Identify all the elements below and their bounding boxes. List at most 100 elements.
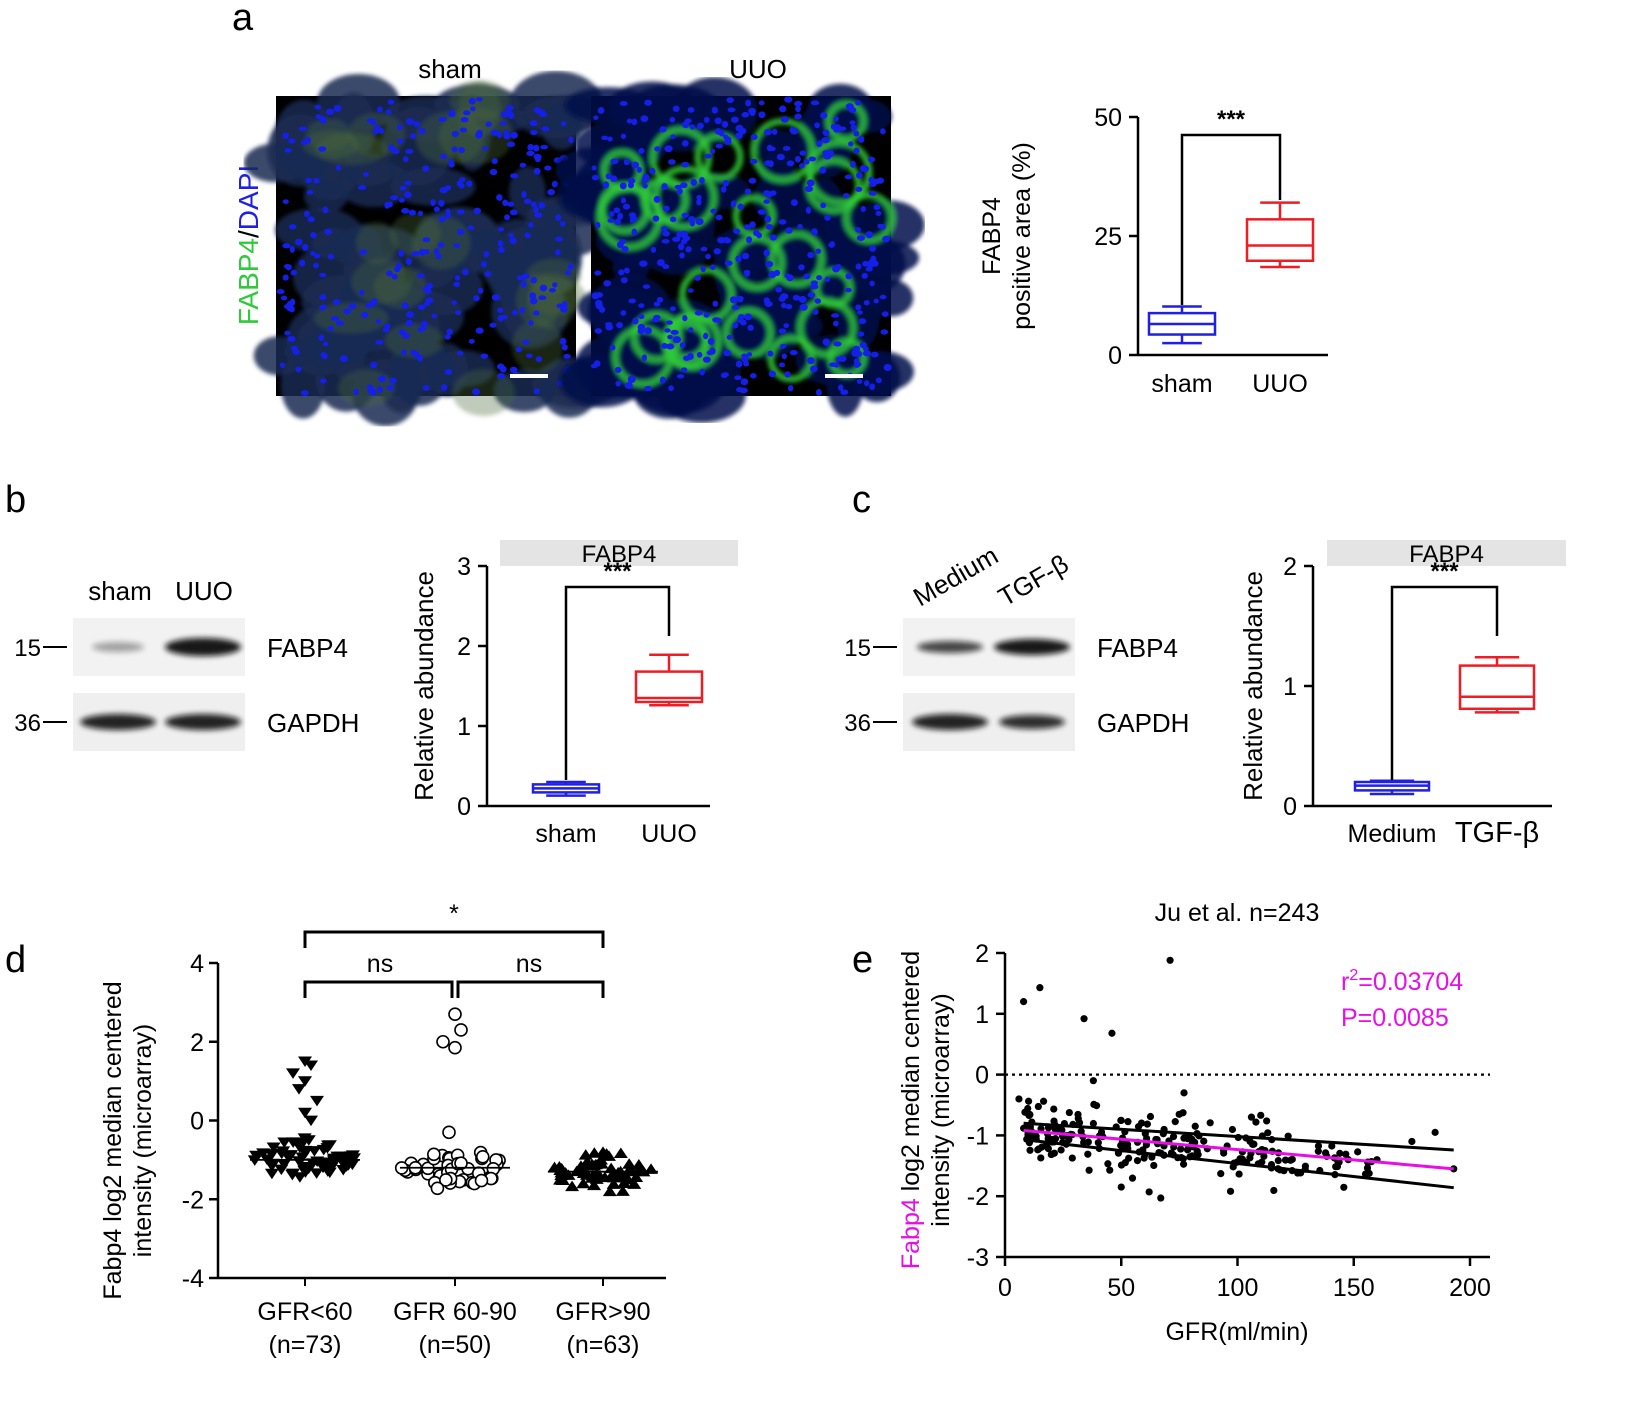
nucleus (375, 319, 382, 324)
data-point (1068, 1154, 1076, 1162)
nucleus (862, 350, 871, 357)
nucleus (842, 192, 850, 199)
tissue-region (612, 252, 650, 282)
nucleus (724, 260, 733, 266)
nucleus (529, 292, 537, 300)
nucleus (324, 228, 332, 235)
nucleus (737, 203, 744, 210)
data-point (1246, 1154, 1254, 1162)
nucleus (769, 234, 777, 241)
nucleus (855, 304, 862, 311)
data-point (599, 1148, 614, 1159)
nucleus (534, 212, 543, 218)
nucleus (787, 385, 794, 392)
nucleus (618, 269, 625, 276)
nucleus (620, 197, 627, 204)
nucleus (620, 277, 628, 284)
fabp4-tubule-signal (641, 175, 690, 225)
nucleus (438, 216, 446, 222)
annotation-r-squared-superscript: 2 (1349, 967, 1358, 984)
nucleus (820, 112, 828, 119)
chart-e-scatter-plot: Ju et al. n=243 -3 -2 -1 0 1 2 0 50 100 150 200 GFR(… (897, 899, 1491, 1346)
nucleus (318, 146, 327, 152)
nucleus (497, 314, 505, 322)
nucleus (541, 126, 550, 132)
data-point (1363, 1164, 1372, 1172)
y-tick-label: 1 (457, 713, 471, 741)
nucleus (765, 260, 774, 268)
nucleus (533, 153, 542, 160)
comparison-bracket (303, 980, 454, 998)
fabp4-faint-signal (356, 221, 398, 264)
nucleus (306, 190, 314, 195)
nucleus (808, 156, 816, 162)
nucleus (343, 308, 351, 315)
nucleus (595, 221, 601, 229)
nucleus (778, 219, 787, 225)
nucleus (849, 120, 856, 126)
nucleus (684, 118, 692, 124)
nucleus (530, 129, 538, 136)
nucleus (279, 362, 286, 368)
nucleus (282, 132, 290, 140)
nucleus (614, 366, 622, 373)
nucleus (770, 190, 777, 196)
nucleus (779, 343, 787, 349)
nucleus (288, 224, 297, 230)
y-tick-label: -3 (967, 1244, 989, 1272)
nucleus (458, 146, 465, 154)
data-point (474, 1173, 489, 1188)
data-point (1074, 1115, 1082, 1123)
nucleus (764, 300, 773, 307)
nucleus (824, 214, 831, 221)
facet-strip (500, 540, 738, 566)
micrograph-uuo (555, 77, 925, 423)
nucleus (797, 224, 803, 229)
y-axis-title-line1: FABP4 (978, 197, 1006, 275)
nucleus (641, 177, 649, 183)
data-point (1134, 1123, 1143, 1131)
nucleus (451, 130, 459, 138)
mw-marker-label: 15 (844, 635, 871, 662)
data-point (1336, 1149, 1344, 1157)
comparison-label: ns (367, 950, 393, 978)
data-point (631, 1159, 646, 1170)
x-category-n: (n=73) (269, 1331, 342, 1359)
fabp4-tubule-signal (694, 132, 744, 182)
nucleus (677, 243, 685, 251)
nucleus (406, 311, 414, 318)
mw-marker-label: 15 (14, 635, 41, 662)
x-tick-label: 100 (1217, 1274, 1259, 1302)
nucleus (385, 109, 392, 115)
lane-label: UUO (175, 576, 233, 606)
nucleus (335, 320, 345, 326)
data-point (292, 1172, 307, 1183)
nucleus (522, 339, 530, 345)
iqr-box (634, 670, 704, 704)
nucleus (662, 230, 670, 237)
nucleus (510, 173, 519, 179)
nucleus (687, 107, 695, 113)
nucleus (408, 209, 417, 216)
nucleus (710, 208, 717, 214)
nucleus (476, 129, 483, 136)
nucleus (615, 380, 622, 387)
fabp4-tubule-signal (678, 266, 736, 323)
nucleus (616, 241, 624, 249)
nucleus (727, 107, 736, 113)
nucleus (740, 378, 749, 386)
fabp4-faint-signal (511, 319, 564, 373)
data-point (565, 1180, 580, 1192)
nucleus (490, 129, 499, 136)
nucleus (387, 99, 395, 105)
facet-strip (1327, 540, 1566, 566)
nucleus (685, 246, 692, 253)
nucleus (741, 252, 750, 260)
y-tick-label: 0 (1108, 342, 1122, 370)
nucleus (453, 243, 460, 249)
nucleus (529, 297, 538, 305)
nucleus (850, 160, 856, 168)
data-point (277, 1159, 292, 1170)
x-category-n: (n=63) (567, 1331, 640, 1359)
data-point (1157, 1194, 1165, 1202)
